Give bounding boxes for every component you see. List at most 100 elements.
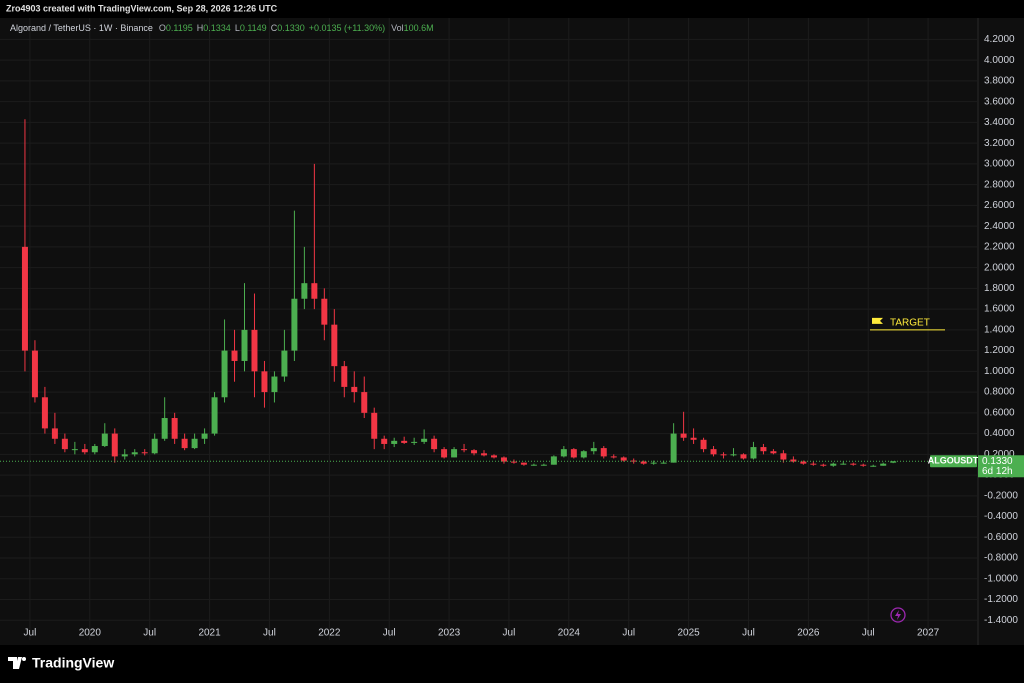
symbol-tag-bg bbox=[930, 455, 977, 468]
candle-body bbox=[461, 449, 468, 451]
candle-body bbox=[301, 283, 308, 299]
candles bbox=[21, 119, 897, 467]
candle-body bbox=[171, 418, 178, 439]
candle-body bbox=[411, 441, 418, 443]
legend-label: L bbox=[235, 23, 240, 33]
candle-body bbox=[520, 462, 527, 465]
x-tick-label: Jul bbox=[383, 628, 396, 639]
candle-body bbox=[790, 459, 797, 462]
price-tag-bg bbox=[978, 455, 1024, 478]
symbol-title: Algorand / TetherUS · 1W · Binance bbox=[10, 23, 153, 33]
legend-value: 0.1149 bbox=[240, 23, 267, 33]
x-tick-label: Jul bbox=[503, 628, 516, 639]
grid bbox=[0, 18, 978, 640]
candle-body bbox=[720, 454, 727, 456]
x-tick-label: Jul bbox=[263, 628, 276, 639]
legend-value: 0.1334 bbox=[203, 23, 231, 33]
legend-label: C bbox=[271, 23, 278, 33]
legend-value: 100.6M bbox=[404, 23, 434, 33]
candle-body bbox=[880, 463, 887, 466]
candle-body bbox=[890, 461, 897, 463]
y-tick-label: -1.4000 bbox=[984, 615, 1018, 626]
candle-body bbox=[510, 461, 517, 463]
candle-body bbox=[560, 449, 567, 457]
candle-body bbox=[351, 386, 358, 393]
countdown: 6d 12h bbox=[982, 466, 1013, 477]
candle-body bbox=[550, 456, 557, 465]
candle-body bbox=[710, 449, 717, 455]
candle-body bbox=[570, 449, 577, 458]
legend-label: H bbox=[197, 23, 204, 33]
y-tick-label: -1.2000 bbox=[984, 594, 1018, 605]
candle-body bbox=[191, 438, 198, 449]
y-tick-label: -0.4000 bbox=[984, 511, 1018, 522]
candle-body bbox=[451, 449, 458, 458]
x-tick-label: 2023 bbox=[438, 628, 461, 639]
candle-body bbox=[471, 450, 478, 454]
candle-body bbox=[770, 451, 777, 454]
candle-body bbox=[31, 350, 38, 398]
candle-body bbox=[261, 371, 268, 393]
candle-body bbox=[161, 418, 168, 439]
candle-body bbox=[151, 438, 158, 454]
candle-body bbox=[81, 449, 88, 453]
candle-body bbox=[321, 298, 328, 325]
x-tick-label: 2026 bbox=[797, 628, 820, 639]
legend-label: Vol bbox=[391, 23, 404, 33]
candle-body bbox=[800, 461, 807, 464]
x-tick-label: Jul bbox=[862, 628, 875, 639]
candle-body bbox=[750, 447, 757, 459]
candle-body bbox=[241, 329, 248, 361]
legend-value: 0.1330 bbox=[277, 23, 305, 33]
y-tick-label: 2.2000 bbox=[984, 242, 1015, 253]
y-tick-label: 2.0000 bbox=[984, 262, 1015, 273]
candle-body bbox=[860, 464, 867, 466]
y-tick-label: 1.2000 bbox=[984, 345, 1015, 356]
y-tick-label: 1.6000 bbox=[984, 304, 1015, 315]
candle-body bbox=[490, 455, 497, 458]
y-tick-label: -1.0000 bbox=[984, 573, 1018, 584]
candle-body bbox=[211, 397, 218, 434]
candle-body bbox=[530, 464, 537, 466]
candle-body bbox=[271, 376, 278, 393]
x-tick-label: Jul bbox=[622, 628, 635, 639]
y-tick-label: 0.4000 bbox=[984, 428, 1015, 439]
candle-body bbox=[660, 462, 667, 464]
candle-body bbox=[500, 457, 507, 462]
candle-body bbox=[101, 433, 108, 447]
x-tick-label: 2020 bbox=[79, 628, 102, 639]
candle-body bbox=[141, 452, 148, 454]
lightning-bolt bbox=[895, 610, 901, 620]
candle-body bbox=[41, 397, 48, 429]
candle-body bbox=[91, 446, 98, 453]
candle-body bbox=[221, 350, 228, 398]
candle-body bbox=[820, 464, 827, 466]
candle-body bbox=[481, 453, 488, 456]
candle-body bbox=[421, 438, 428, 442]
candle-body bbox=[21, 246, 28, 351]
legend-change: +0.0135 (+11.30%) bbox=[309, 23, 385, 33]
brand: TradingView bbox=[32, 655, 114, 671]
candle-body bbox=[740, 454, 747, 459]
candle-body bbox=[680, 433, 687, 438]
y-tick-label: 1.0000 bbox=[984, 366, 1015, 377]
candle-body bbox=[61, 438, 68, 450]
lightning-icon[interactable] bbox=[890, 607, 906, 623]
candle-body bbox=[361, 392, 368, 413]
x-tick-label: 2022 bbox=[318, 628, 341, 639]
legend-label: O bbox=[159, 23, 166, 33]
x-tick-label: 2024 bbox=[558, 628, 581, 639]
candle-body bbox=[640, 461, 647, 464]
candle-body bbox=[181, 438, 188, 449]
y-tick-label: 1.4000 bbox=[984, 324, 1015, 335]
candle-body bbox=[291, 298, 298, 351]
candle-body bbox=[251, 329, 258, 372]
y-tick-label: 2.6000 bbox=[984, 200, 1015, 211]
candle-body bbox=[870, 465, 877, 467]
candle-body bbox=[650, 462, 657, 464]
y-tick-label: 1.8000 bbox=[984, 283, 1015, 294]
y-tick-label: 2.8000 bbox=[984, 179, 1015, 190]
y-tick-label: 3.6000 bbox=[984, 96, 1015, 107]
candle-body bbox=[331, 324, 338, 367]
